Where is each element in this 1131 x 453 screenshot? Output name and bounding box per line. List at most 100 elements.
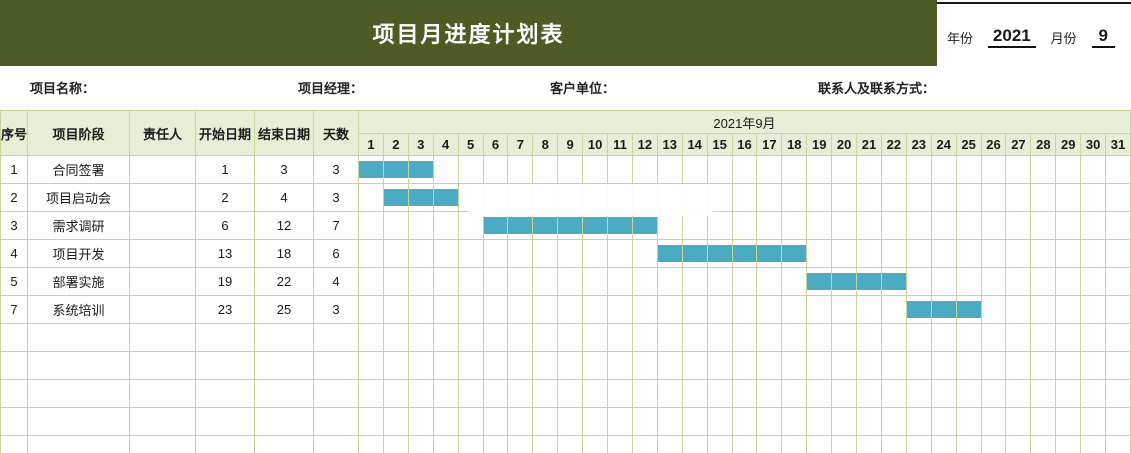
- empty-cell[interactable]: [255, 436, 314, 453]
- day-cell[interactable]: [906, 408, 932, 436]
- day-cell[interactable]: [956, 324, 982, 352]
- day-cell[interactable]: [508, 408, 534, 436]
- day-cell[interactable]: [782, 240, 808, 268]
- day-cell[interactable]: [832, 352, 858, 380]
- day-cell[interactable]: [608, 268, 633, 296]
- day-cell[interactable]: [1056, 212, 1082, 240]
- day-cell[interactable]: [832, 436, 858, 453]
- row-6-cell-0[interactable]: 7: [1, 296, 28, 324]
- empty-cell[interactable]: [255, 380, 314, 408]
- day-cell[interactable]: [707, 184, 733, 212]
- day-cell[interactable]: [832, 212, 858, 240]
- day-cell[interactable]: [608, 296, 633, 324]
- day-cell[interactable]: [857, 408, 882, 436]
- day-cell[interactable]: [1031, 240, 1057, 268]
- day-cell[interactable]: [807, 184, 833, 212]
- day-cell[interactable]: [1031, 352, 1057, 380]
- day-cell[interactable]: [857, 352, 882, 380]
- day-cell[interactable]: [732, 240, 758, 268]
- day-cell[interactable]: [458, 352, 484, 380]
- day-cell[interactable]: [1031, 324, 1057, 352]
- day-cell[interactable]: [508, 268, 534, 296]
- day-cell[interactable]: [1006, 408, 1032, 436]
- day-cell[interactable]: [682, 324, 708, 352]
- day-cell[interactable]: [533, 436, 559, 453]
- row-2-cell-5[interactable]: 3: [314, 184, 359, 212]
- day-cell[interactable]: [931, 184, 957, 212]
- day-cell[interactable]: [1106, 324, 1131, 352]
- day-cell[interactable]: [682, 380, 708, 408]
- day-cell[interactable]: [732, 296, 758, 324]
- day-cell[interactable]: [1106, 212, 1131, 240]
- day-cell[interactable]: [558, 324, 584, 352]
- day-cell[interactable]: [757, 380, 783, 408]
- day-cell[interactable]: [1106, 156, 1131, 184]
- day-cell[interactable]: [458, 240, 484, 268]
- day-cell[interactable]: [558, 240, 584, 268]
- day-cell[interactable]: [682, 156, 708, 184]
- day-cell[interactable]: [956, 352, 982, 380]
- day-cell[interactable]: [408, 324, 434, 352]
- day-cell[interactable]: [1056, 380, 1082, 408]
- row-6-cell-4[interactable]: 25: [255, 296, 314, 324]
- day-cell[interactable]: [1006, 380, 1032, 408]
- day-cell[interactable]: [483, 268, 509, 296]
- day-cell[interactable]: [359, 268, 384, 296]
- row-3-cell-4[interactable]: 12: [255, 212, 314, 240]
- day-cell[interactable]: [383, 156, 409, 184]
- day-cell[interactable]: [583, 380, 609, 408]
- empty-cell[interactable]: [130, 352, 196, 380]
- day-cell[interactable]: [508, 240, 534, 268]
- day-cell[interactable]: [383, 408, 409, 436]
- day-cell[interactable]: [558, 268, 584, 296]
- client-unit-input[interactable]: [615, 82, 755, 98]
- day-cell[interactable]: [1006, 212, 1032, 240]
- day-cell[interactable]: [433, 268, 459, 296]
- day-cell[interactable]: [857, 380, 882, 408]
- day-cell[interactable]: [1056, 184, 1082, 212]
- day-cell[interactable]: [433, 380, 459, 408]
- day-cell[interactable]: [632, 436, 658, 453]
- day-cell[interactable]: [657, 352, 683, 380]
- day-cell[interactable]: [931, 380, 957, 408]
- day-cell[interactable]: [732, 380, 758, 408]
- day-cell[interactable]: [657, 296, 683, 324]
- day-cell[interactable]: [583, 184, 609, 212]
- day-cell[interactable]: [483, 408, 509, 436]
- day-cell[interactable]: [707, 240, 733, 268]
- day-cell[interactable]: [533, 352, 559, 380]
- day-cell[interactable]: [558, 156, 584, 184]
- day-cell[interactable]: [483, 156, 509, 184]
- day-cell[interactable]: [707, 268, 733, 296]
- day-cell[interactable]: [458, 296, 484, 324]
- day-cell[interactable]: [1031, 268, 1057, 296]
- row-5-cell-2[interactable]: [130, 268, 196, 296]
- day-cell[interactable]: [533, 240, 559, 268]
- day-cell[interactable]: [632, 240, 658, 268]
- day-cell[interactable]: [483, 296, 509, 324]
- day-cell[interactable]: [433, 296, 459, 324]
- day-cell[interactable]: [931, 240, 957, 268]
- row-6-cell-3[interactable]: 23: [196, 296, 255, 324]
- day-cell[interactable]: [732, 184, 758, 212]
- day-cell[interactable]: [757, 296, 783, 324]
- day-cell[interactable]: [458, 212, 484, 240]
- day-cell[interactable]: [383, 212, 409, 240]
- day-cell[interactable]: [1081, 212, 1107, 240]
- day-cell[interactable]: [383, 184, 409, 212]
- day-cell[interactable]: [508, 324, 534, 352]
- day-cell[interactable]: [906, 296, 932, 324]
- day-cell[interactable]: [408, 240, 434, 268]
- day-cell[interactable]: [583, 240, 609, 268]
- row-6-cell-2[interactable]: [130, 296, 196, 324]
- day-cell[interactable]: [583, 324, 609, 352]
- empty-cell[interactable]: [1, 408, 28, 436]
- empty-cell[interactable]: [314, 408, 359, 436]
- day-cell[interactable]: [508, 156, 534, 184]
- day-cell[interactable]: [732, 324, 758, 352]
- day-cell[interactable]: [508, 296, 534, 324]
- day-cell[interactable]: [707, 408, 733, 436]
- day-cell[interactable]: [508, 380, 534, 408]
- day-cell[interactable]: [558, 408, 584, 436]
- day-cell[interactable]: [981, 184, 1007, 212]
